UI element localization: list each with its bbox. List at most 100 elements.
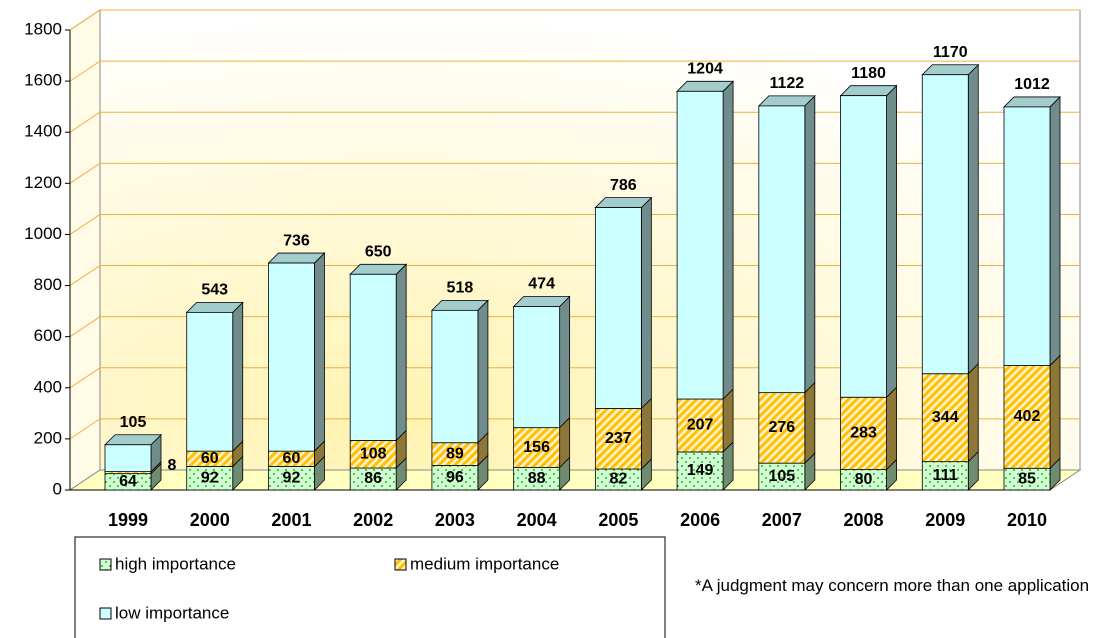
bar — [594, 207, 642, 409]
y-tick-label: 600 — [34, 326, 62, 345]
value-label: 64 — [119, 473, 137, 490]
value-label: 207 — [687, 417, 714, 434]
legend-label: medium importance — [410, 554, 559, 573]
value-label: 89 — [446, 445, 464, 462]
bar-side — [1049, 95, 1061, 367]
value-label: 96 — [446, 469, 464, 486]
value-label: 92 — [201, 469, 219, 486]
grid-line — [69, 316, 101, 338]
legend-swatch — [394, 558, 407, 571]
bar — [431, 465, 479, 491]
value-label: 276 — [768, 419, 795, 436]
bar-side — [722, 80, 734, 400]
bar-side — [967, 362, 979, 463]
bar — [758, 105, 806, 394]
y-tick-label: 1400 — [24, 122, 62, 141]
value-label: 736 — [283, 232, 310, 249]
value-label: 108 — [360, 445, 387, 462]
x-tick-label: 2006 — [680, 510, 720, 530]
bar — [921, 373, 969, 463]
value-label: 60 — [283, 450, 301, 467]
bar-top — [921, 64, 980, 76]
bar-side — [314, 252, 325, 453]
bar — [840, 396, 887, 470]
bar-top — [676, 80, 735, 92]
grid-line — [69, 367, 101, 389]
bar — [921, 74, 969, 375]
value-label: 344 — [932, 409, 959, 426]
bar-side — [640, 397, 652, 471]
value-label: 105 — [120, 414, 147, 431]
y-tick-label: 0 — [53, 479, 62, 498]
grid-line — [69, 162, 101, 184]
value-label: 786 — [610, 177, 637, 194]
bar — [758, 462, 806, 491]
value-label: 111 — [933, 467, 958, 484]
value-label: 650 — [365, 244, 392, 261]
value-label: 86 — [364, 470, 382, 487]
x-tick-label: 2008 — [844, 510, 884, 530]
y-tick-label: 1200 — [24, 173, 62, 192]
bar — [676, 451, 724, 491]
y-tick-label: 800 — [34, 275, 62, 294]
value-label: 8 — [168, 457, 177, 474]
value-label: 1180 — [851, 65, 886, 82]
bar — [349, 273, 397, 441]
value-label: 149 — [687, 462, 714, 479]
value-label: 92 — [283, 469, 301, 486]
grid-line — [69, 214, 101, 235]
value-label: 1012 — [1014, 76, 1050, 93]
grid-line — [69, 265, 101, 286]
bar — [921, 461, 969, 491]
left-wall — [69, 9, 101, 491]
bar-side — [722, 388, 734, 453]
legend-label: low importance — [115, 603, 229, 622]
grid-line — [69, 418, 101, 440]
bar — [758, 392, 806, 464]
legend-label: high importance — [115, 554, 236, 573]
bar — [186, 311, 234, 452]
y-tick-label: 1600 — [24, 71, 62, 90]
value-label: 543 — [201, 282, 228, 299]
value-label: 1170 — [933, 44, 968, 61]
bar-side — [559, 295, 571, 429]
x-tick-label: 2001 — [271, 510, 311, 530]
bar-top — [185, 301, 244, 313]
bar-top — [349, 263, 408, 275]
y-tick-label: 200 — [34, 428, 62, 447]
bar — [594, 408, 642, 470]
bar-side — [640, 196, 652, 410]
value-label: 402 — [1014, 408, 1041, 425]
legend-swatch — [99, 607, 112, 620]
note: *A judgment may concern more than one ap… — [695, 576, 1090, 595]
back-wall — [99, 9, 1081, 471]
x-tick-label: 2007 — [762, 510, 802, 530]
x-tick-label: 2004 — [517, 510, 557, 530]
bar-top — [1003, 96, 1061, 108]
value-label: 156 — [523, 439, 550, 456]
bar — [840, 95, 887, 398]
value-label: 237 — [605, 430, 632, 447]
value-label: 105 — [768, 468, 795, 485]
grid-line — [69, 9, 101, 31]
bar — [513, 306, 561, 429]
bar-top — [839, 85, 898, 97]
value-label: 80 — [855, 471, 873, 488]
bar — [1003, 106, 1051, 366]
bar-top — [104, 434, 162, 446]
x-tick-label: 2003 — [435, 510, 475, 530]
bar-side — [804, 94, 816, 394]
bar — [676, 90, 724, 400]
x-tick-label: 1999 — [108, 510, 148, 530]
bar — [104, 444, 152, 472]
value-label: 60 — [201, 450, 219, 467]
value-label: 88 — [528, 470, 546, 487]
legend-swatch — [99, 558, 112, 571]
bar-side — [967, 63, 979, 375]
bar-side — [232, 301, 244, 453]
bar-side — [886, 386, 897, 471]
value-label: 85 — [1018, 470, 1036, 487]
grid-line — [69, 60, 101, 82]
